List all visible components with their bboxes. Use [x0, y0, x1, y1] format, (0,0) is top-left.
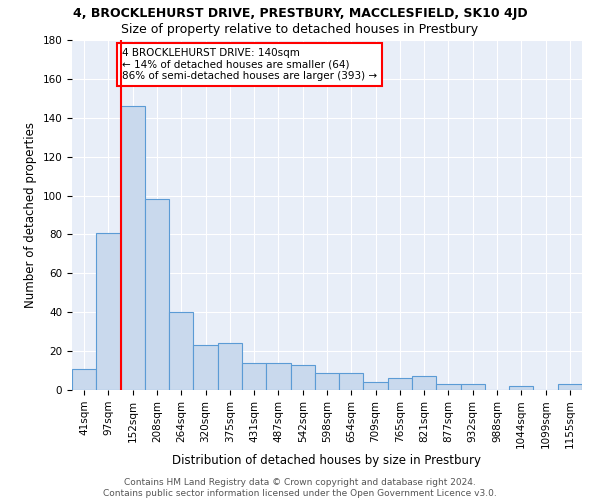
Bar — [218, 344, 242, 390]
Text: 4, BROCKLEHURST DRIVE, PRESTBURY, MACCLESFIELD, SK10 4JD: 4, BROCKLEHURST DRIVE, PRESTBURY, MACCLE… — [73, 8, 527, 20]
X-axis label: Distribution of detached houses by size in Prestbury: Distribution of detached houses by size … — [173, 454, 482, 467]
Bar — [193, 346, 218, 390]
Bar — [461, 384, 485, 390]
Bar — [558, 384, 582, 390]
Bar — [169, 312, 193, 390]
Bar — [72, 368, 96, 390]
Bar — [339, 372, 364, 390]
Bar — [509, 386, 533, 390]
Bar — [242, 363, 266, 390]
Bar — [121, 106, 145, 390]
Bar — [290, 364, 315, 390]
Bar — [315, 372, 339, 390]
Bar — [436, 384, 461, 390]
Bar — [145, 200, 169, 390]
Bar — [96, 232, 121, 390]
Text: 4 BROCKLEHURST DRIVE: 140sqm
← 14% of detached houses are smaller (64)
86% of se: 4 BROCKLEHURST DRIVE: 140sqm ← 14% of de… — [122, 48, 377, 81]
Y-axis label: Number of detached properties: Number of detached properties — [24, 122, 37, 308]
Bar — [364, 382, 388, 390]
Bar — [388, 378, 412, 390]
Bar — [412, 376, 436, 390]
Text: Size of property relative to detached houses in Prestbury: Size of property relative to detached ho… — [121, 22, 479, 36]
Text: Contains HM Land Registry data © Crown copyright and database right 2024.
Contai: Contains HM Land Registry data © Crown c… — [103, 478, 497, 498]
Bar — [266, 363, 290, 390]
